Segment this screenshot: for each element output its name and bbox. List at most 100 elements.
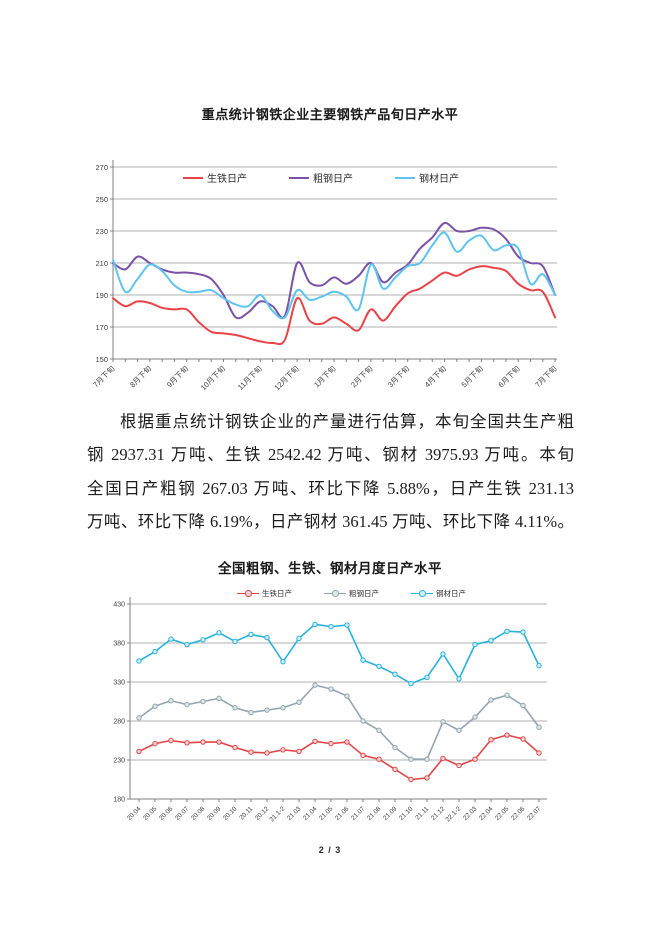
x-tick-label: 22.04 [478,805,495,822]
data-marker-钢材日产 [472,641,478,648]
data-marker-生铁日产 [264,750,270,756]
data-marker-生铁日产 [424,775,430,781]
data-marker-生铁日产 [392,766,398,773]
series-line-粗钢日产 [138,684,540,761]
data-marker-粗钢日产 [376,727,382,734]
series-line-生铁日产 [138,734,540,781]
paragraph-line: 钢 2937.31 万吨、生铁 2542.42 万吨、钢材 3975.93 万吨… [87,445,574,465]
tenday-chart-canvas: 150 170 190 210 230 250 270 7月下旬 8月下旬 9月下旬 10月下旬 11… [90,160,559,392]
data-marker-粗钢日产 [152,703,158,709]
x-tick-label: 10月下旬 [198,363,227,392]
x-tick-label: 21.06 [334,805,351,822]
data-marker-粗钢日产 [184,701,190,708]
page-number: 2 / 3 [318,845,342,855]
y-tick-label: 280 [113,719,125,726]
data-marker-钢材日产 [408,680,414,687]
y-tick-label: 330 [113,680,125,687]
legend-label-steel-products: 钢材日产 [436,589,466,598]
data-marker-粗钢日产 [440,719,446,725]
body-paragraph: 根据重点统计钢铁企业的产量进行估算，本旬全国共生产粗 钢 2937.31 万吨、… [87,405,574,539]
legend-item-crude-steel: 粗钢日产 [324,588,379,599]
x-tick-label: 22.05 [494,805,511,822]
data-marker-粗钢日产 [504,692,510,698]
monthly-output-chart: 180 230 280 330 380 430 20.04 20.05 20.06 20.07 20… [100,583,570,835]
data-marker-生铁日产 [520,736,526,742]
x-tick-label: 22.03 [462,805,479,822]
data-marker-生铁日产 [536,750,542,756]
data-marker-生铁日产 [216,739,222,745]
data-marker-粗钢日产 [344,693,350,699]
y-tick-label: 210 [95,259,108,268]
series-line-粗钢日产 [112,221,557,320]
data-marker-生铁日产 [136,748,142,755]
x-tick-label: 20.04 [126,805,143,822]
x-tick-label: 22.06 [510,805,527,822]
monthly-chart-legend: 生铁日产 粗钢日产 钢材日产 [237,588,466,599]
data-marker-钢材日产 [232,638,238,645]
data-marker-钢材日产 [440,651,446,657]
x-tick-label: 5月下旬 [459,363,485,389]
data-marker-钢材日产 [200,637,206,643]
data-marker-钢材日产 [280,659,286,665]
x-tick-label: 21.09 [382,805,399,822]
data-marker-生铁日产 [472,756,478,762]
x-tick-label: 21.10 [398,805,415,822]
x-tick-label: 12月下旬 [272,363,301,392]
legend-label-crude-steel: 粗钢日产 [349,589,379,598]
legend-label-crude-steel: 粗钢日产 [313,174,353,185]
x-tick-label: 11月下旬 [235,363,264,392]
data-marker-粗钢日产 [232,705,238,711]
y-tick-label: 230 [95,227,108,236]
legend-item-crude-steel: 粗钢日产 [289,170,353,185]
data-marker-钢材日产 [424,674,430,681]
data-marker-生铁日产 [408,776,414,783]
data-marker-生铁日产 [344,739,350,745]
tenday-output-chart: 150 170 190 210 230 250 270 7月下旬 8月下旬 9月下旬 10月下旬 11… [90,155,575,405]
x-tick-label: 20.11 [238,805,254,821]
x-tick-label: 21.07 [350,805,367,822]
data-marker-生铁日产 [248,749,254,755]
data-marker-生铁日产 [360,752,366,759]
x-tick-label: 2月下旬 [348,363,374,389]
data-marker-钢材日产 [312,621,318,627]
x-tick-label: 4月下旬 [422,363,448,389]
data-marker-钢材日产 [216,630,222,636]
data-marker-生铁日产 [328,740,334,747]
data-marker-粗钢日产 [424,756,430,762]
data-marker-粗钢日产 [408,756,414,762]
data-marker-生铁日产 [296,748,302,755]
data-marker-钢材日产 [248,631,254,638]
legend-label-steel-products: 钢材日产 [419,174,459,185]
data-marker-钢材日产 [536,662,542,669]
x-tick-label: 1月下旬 [312,363,338,389]
pig-iron-line-swatch [183,176,203,179]
data-marker-钢材日产 [184,641,190,648]
data-marker-钢材日产 [136,658,142,664]
data-marker-粗钢日产 [280,705,286,711]
data-marker-生铁日产 [312,738,318,744]
crude-steel-line-swatch [289,176,309,179]
x-tick-label: 20.05 [142,805,159,822]
data-marker-钢材日产 [328,623,334,630]
data-marker-生铁日产 [184,740,190,746]
steel-products-marker-swatch [411,590,433,596]
x-tick-label: 22.07 [526,805,543,822]
data-marker-生铁日产 [440,755,446,762]
data-marker-钢材日产 [152,648,158,655]
data-marker-钢材日产 [360,657,366,663]
legend-item-pig-iron: 生铁日产 [237,588,292,599]
data-marker-钢材日产 [392,671,398,677]
y-tick-label: 170 [95,323,108,332]
data-marker-粗钢日产 [520,702,526,709]
x-tick-label: 20.09 [206,805,223,822]
data-marker-粗钢日产 [456,727,462,734]
x-tick-label: 21.1-2 [268,805,286,823]
data-marker-生铁日产 [152,740,158,747]
data-marker-生铁日产 [168,737,174,744]
x-tick-label: 20.07 [174,805,191,822]
y-tick-label: 380 [113,641,125,648]
data-marker-生铁日产 [376,756,382,762]
x-tick-label: 9月下旬 [164,363,190,389]
x-tick-label: 20.06 [158,805,175,822]
